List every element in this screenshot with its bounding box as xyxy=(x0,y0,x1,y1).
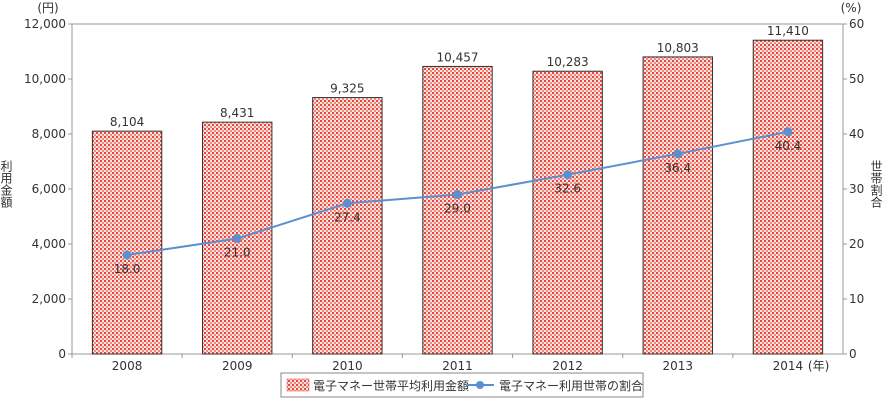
line-point xyxy=(563,170,573,180)
line-value-label: 27.4 xyxy=(334,210,361,224)
legend-bar-swatch xyxy=(286,378,310,392)
bar-value-label: 8,431 xyxy=(220,106,254,120)
bar-value-label: 10,457 xyxy=(437,50,479,64)
right-tick-label: 10 xyxy=(849,292,864,306)
bar xyxy=(91,130,163,355)
x-tick-label: 2012 xyxy=(552,359,583,373)
left-tick-label: 8,000 xyxy=(32,127,66,141)
left-axis-unit: (円) xyxy=(37,1,58,15)
line-point xyxy=(783,127,793,137)
bar xyxy=(312,97,383,355)
left-tick-label: 6,000 xyxy=(32,182,66,196)
right-tick-label: 30 xyxy=(849,182,864,196)
left-tick-label: 2,000 xyxy=(32,292,66,306)
x-unit-label: (年) xyxy=(808,359,829,373)
x-tick-label: 2011 xyxy=(442,359,473,373)
bar xyxy=(422,65,493,355)
bar xyxy=(752,39,824,355)
line-point xyxy=(453,190,462,199)
bar-value-label: 9,325 xyxy=(330,82,364,96)
bar xyxy=(642,56,713,355)
line-value-label: 40.4 xyxy=(775,139,802,153)
legend-line-label: 電子マネー利用世帯の割合 xyxy=(499,378,643,393)
right-tick-label: 0 xyxy=(849,347,857,361)
x-tick-label: 2014 xyxy=(773,359,804,373)
x-tick-label: 2013 xyxy=(663,359,694,373)
bar-value-label: 10,803 xyxy=(657,41,699,55)
line-value-label: 21.0 xyxy=(224,246,251,260)
line-point xyxy=(232,234,242,243)
bar-value-label: 10,283 xyxy=(547,55,589,69)
right-axis-title: 世帯割合 xyxy=(869,160,883,208)
legend: 電子マネー世帯平均利用金額 電子マネー利用世帯の割合 xyxy=(280,372,644,398)
plot-area: 0 2,000 4,000 6,000 8,000 10,000 12,000 0 10 20 30… xyxy=(24,17,864,373)
bar-value-label: 8,104 xyxy=(110,115,144,129)
left-tick-label: 4,000 xyxy=(32,237,66,251)
left-tick-label: 10,000 xyxy=(24,72,66,86)
line-value-label: 32.6 xyxy=(554,182,581,196)
line-point xyxy=(122,250,132,260)
x-tick-label: 2009 xyxy=(222,359,253,373)
left-tick-label: 12,000 xyxy=(24,17,66,31)
bar-value-label: 11,410 xyxy=(767,24,809,38)
left-tick-label: 0 xyxy=(58,347,66,361)
line-value-label: 18.0 xyxy=(114,262,141,276)
x-tick-label: 2008 xyxy=(112,359,143,373)
x-tick-label: 2010 xyxy=(332,359,363,373)
legend-line-marker xyxy=(476,381,484,389)
line-value-label: 36.4 xyxy=(664,161,691,175)
right-tick-label: 20 xyxy=(849,237,864,251)
left-axis-title: 利用金額 xyxy=(0,160,13,209)
line-point xyxy=(673,149,683,159)
legend-bar-label: 電子マネー世帯平均利用金額 xyxy=(313,378,469,393)
right-tick-label: 60 xyxy=(849,17,864,31)
legend-box xyxy=(280,372,644,398)
right-axis-unit: (%) xyxy=(841,1,862,15)
line-point xyxy=(342,198,352,208)
right-tick-label: 40 xyxy=(849,127,864,141)
line-value-label: 29.0 xyxy=(444,202,471,216)
bar xyxy=(532,70,603,355)
right-tick-label: 50 xyxy=(849,72,864,86)
